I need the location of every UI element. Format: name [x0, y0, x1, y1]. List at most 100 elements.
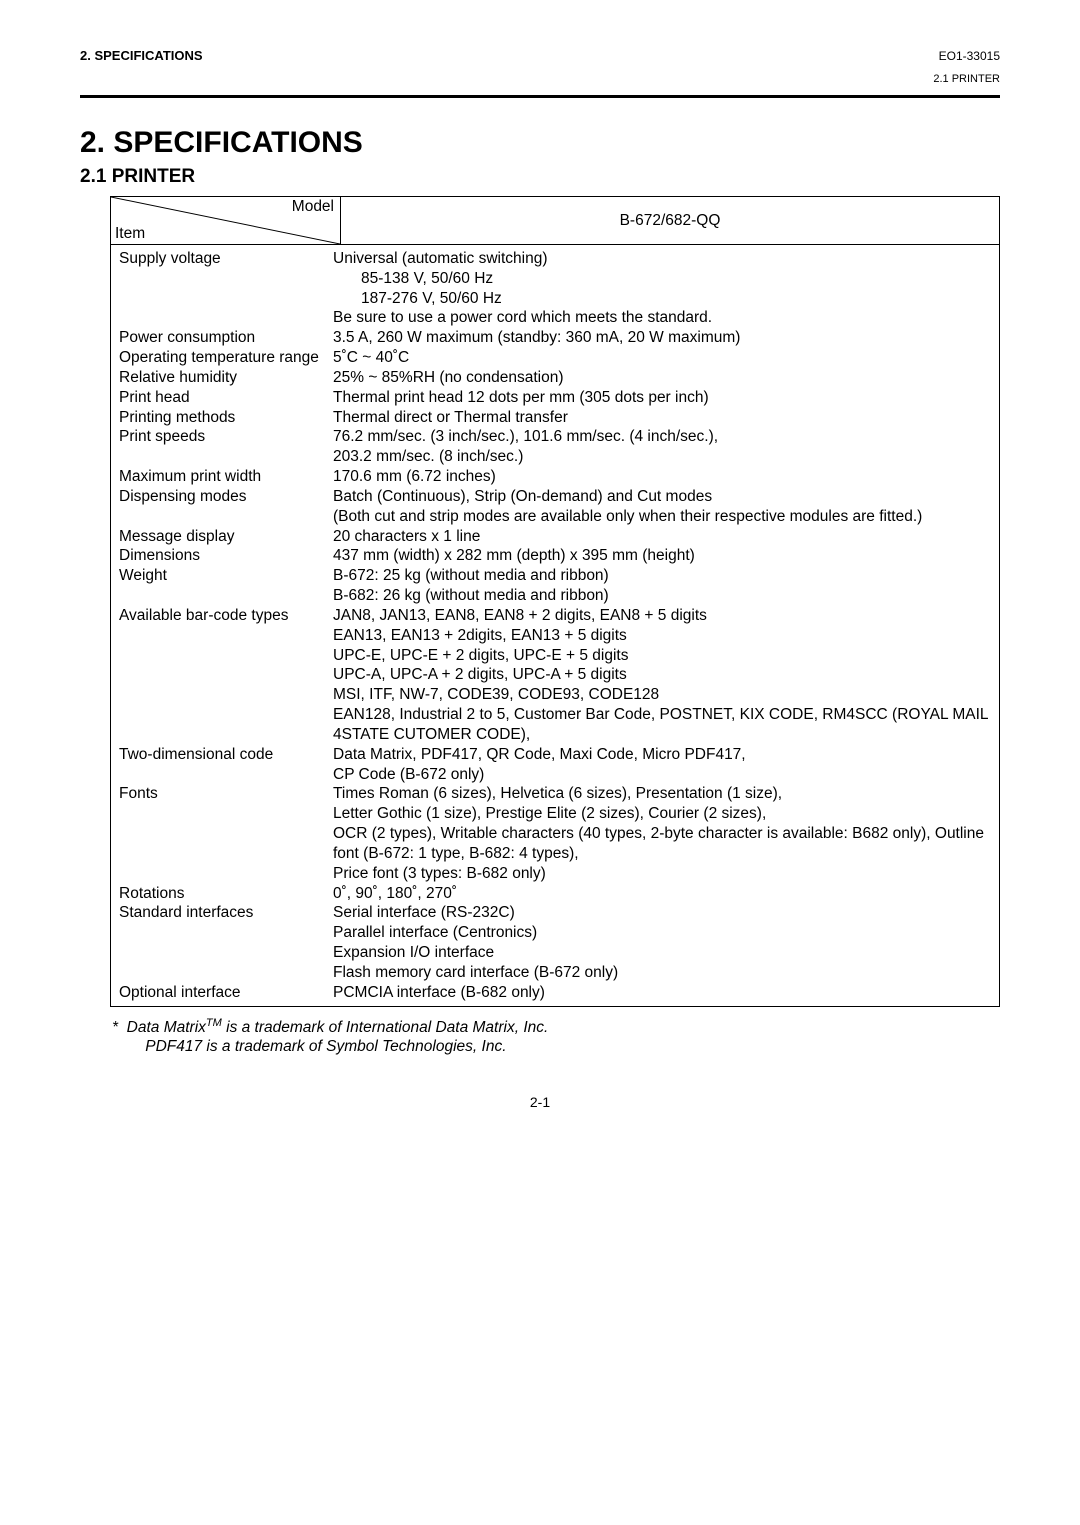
section-subtitle: 2.1 PRINTER — [80, 166, 1000, 188]
spec-row-value: PCMCIA interface (B-682 only) — [333, 983, 991, 1003]
spec-row-label — [119, 308, 333, 328]
spec-row: Two-dimensional codeData Matrix, PDF417,… — [119, 745, 991, 765]
spec-row: Printing methodsThermal direct or Therma… — [119, 408, 991, 428]
spec-row-label — [119, 963, 333, 983]
spec-row-value: Universal (automatic switching) — [333, 249, 991, 269]
spec-row: Dispensing modesBatch (Continuous), Stri… — [119, 487, 991, 507]
spec-row-label: Print head — [119, 388, 333, 408]
spec-row-label: Message display — [119, 527, 333, 547]
spec-row-label — [119, 447, 333, 467]
spec-row-label: Optional interface — [119, 983, 333, 1003]
header-right-top: EO1-33015 — [939, 49, 1000, 63]
spec-row-label: Available bar-code types — [119, 606, 333, 626]
spec-row-label: Maximum print width — [119, 467, 333, 487]
spec-row: CP Code (B-672 only) — [119, 765, 991, 785]
spec-row: Flash memory card interface (B-672 only) — [119, 963, 991, 983]
spec-row: B-682: 26 kg (without media and ribbon) — [119, 586, 991, 606]
spec-row: (Both cut and strip modes are available … — [119, 507, 991, 527]
page-number: 2-1 — [80, 1094, 1000, 1110]
spec-row-value: Thermal direct or Thermal transfer — [333, 408, 991, 428]
spec-row-label: Dimensions — [119, 546, 333, 566]
spec-body-cell: Supply voltageUniversal (automatic switc… — [111, 245, 1000, 1007]
spec-row: Parallel interface (Centronics) — [119, 923, 991, 943]
spec-row-label — [119, 507, 333, 527]
spec-row-label: Power consumption — [119, 328, 333, 348]
spec-row-label — [119, 943, 333, 963]
spec-row: Operating temperature range5˚C ~ 40˚C — [119, 348, 991, 368]
spec-row-value: EAN13, EAN13 + 2digits, EAN13 + 5 digits — [333, 626, 991, 646]
header-right-sub: 2.1 PRINTER — [80, 73, 1000, 85]
spec-row: Relative humidity25% ~ 85%RH (no condens… — [119, 368, 991, 388]
spec-row-value: 0˚, 90˚, 180˚, 270˚ — [333, 884, 991, 904]
spec-row-label: Relative humidity — [119, 368, 333, 388]
diag-header-cell: Model Item — [111, 197, 341, 245]
spec-row-value: Batch (Continuous), Strip (On-demand) an… — [333, 487, 991, 507]
spec-row-label — [119, 586, 333, 606]
diag-item-label: Item — [115, 225, 145, 243]
spec-row: Available bar-code typesJAN8, JAN13, EAN… — [119, 606, 991, 626]
spec-row: Price font (3 types: B-682 only) — [119, 864, 991, 884]
spec-table: Model Item B-672/682-QQ Supply voltageUn… — [110, 196, 1000, 1007]
spec-row: Be sure to use a power cord which meets … — [119, 308, 991, 328]
spec-row: 203.2 mm/sec. (8 inch/sec.) — [119, 447, 991, 467]
spec-row-value: 5˚C ~ 40˚C — [333, 348, 991, 368]
spec-row-label: Operating temperature range — [119, 348, 333, 368]
spec-row: Expansion I/O interface — [119, 943, 991, 963]
spec-row-label: Rotations — [119, 884, 333, 904]
spec-row-value: Expansion I/O interface — [333, 943, 991, 963]
spec-row: EAN13, EAN13 + 2digits, EAN13 + 5 digits — [119, 626, 991, 646]
spec-row-value: Times Roman (6 sizes), Helvetica (6 size… — [333, 784, 991, 804]
spec-row-value: 3.5 A, 260 W maximum (standby: 360 mA, 2… — [333, 328, 991, 348]
spec-row: Optional interfacePCMCIA interface (B-68… — [119, 983, 991, 1003]
spec-row-value: 85-138 V, 50/60 Hz — [333, 269, 991, 289]
spec-row-value: 20 characters x 1 line — [333, 527, 991, 547]
spec-row-value: JAN8, JAN13, EAN8, EAN8 + 2 digits, EAN8… — [333, 606, 991, 626]
model-header: B-672/682-QQ — [341, 197, 1000, 245]
spec-row-label — [119, 824, 333, 864]
spec-row-value: Serial interface (RS-232C) — [333, 903, 991, 923]
spec-row: Power consumption3.5 A, 260 W maximum (s… — [119, 328, 991, 348]
spec-row-value: Price font (3 types: B-682 only) — [333, 864, 991, 884]
spec-row-label — [119, 626, 333, 646]
spec-row-value: Letter Gothic (1 size), Prestige Elite (… — [333, 804, 991, 824]
spec-row: Standard interfacesSerial interface (RS-… — [119, 903, 991, 923]
spec-row-label — [119, 923, 333, 943]
footnote-mark: * — [112, 1020, 118, 1037]
spec-row: 187-276 V, 50/60 Hz — [119, 289, 991, 309]
section-title: 2. SPECIFICATIONS — [80, 126, 1000, 160]
spec-row-value: OCR (2 types), Writable characters (40 t… — [333, 824, 991, 864]
spec-row-label: Weight — [119, 566, 333, 586]
spec-row: Print headThermal print head 12 dots per… — [119, 388, 991, 408]
spec-row-value: EAN128, Industrial 2 to 5, Customer Bar … — [333, 705, 991, 745]
spec-row: Maximum print width170.6 mm (6.72 inches… — [119, 467, 991, 487]
spec-row-value: (Both cut and strip modes are available … — [333, 507, 991, 527]
page: 2. SPECIFICATIONS EO1-33015 2.1 PRINTER … — [0, 0, 1080, 1150]
spec-row: 85-138 V, 50/60 Hz — [119, 269, 991, 289]
footnote-line1b: is a trademark of International Data Mat… — [222, 1020, 549, 1037]
page-header: 2. SPECIFICATIONS EO1-33015 — [80, 48, 1000, 63]
spec-row-value: 76.2 mm/sec. (3 inch/sec.), 101.6 mm/sec… — [333, 427, 991, 447]
header-left: 2. SPECIFICATIONS — [80, 48, 203, 63]
spec-row-label: Fonts — [119, 784, 333, 804]
spec-row-label — [119, 665, 333, 685]
spec-row: MSI, ITF, NW-7, CODE39, CODE93, CODE128 — [119, 685, 991, 705]
spec-row-value: 187-276 V, 50/60 Hz — [333, 289, 991, 309]
spec-row-value: 25% ~ 85%RH (no condensation) — [333, 368, 991, 388]
spec-row-value: UPC-E, UPC-E + 2 digits, UPC-E + 5 digit… — [333, 646, 991, 666]
spec-row: Print speeds76.2 mm/sec. (3 inch/sec.), … — [119, 427, 991, 447]
spec-row-value: 170.6 mm (6.72 inches) — [333, 467, 991, 487]
spec-row-value: CP Code (B-672 only) — [333, 765, 991, 785]
spec-row-value: Be sure to use a power cord which meets … — [333, 308, 991, 328]
spec-row-value: Parallel interface (Centronics) — [333, 923, 991, 943]
spec-row-value: MSI, ITF, NW-7, CODE39, CODE93, CODE128 — [333, 685, 991, 705]
spec-row: Rotations0˚, 90˚, 180˚, 270˚ — [119, 884, 991, 904]
diag-model-label: Model — [292, 198, 334, 216]
spec-row: EAN128, Industrial 2 to 5, Customer Bar … — [119, 705, 991, 745]
spec-row-value: 437 mm (width) x 282 mm (depth) x 395 mm… — [333, 546, 991, 566]
footnote-line2: PDF417 is a trademark of Symbol Technolo… — [145, 1038, 506, 1055]
spec-row-label — [119, 804, 333, 824]
spec-row-label — [119, 864, 333, 884]
spec-row-label — [119, 765, 333, 785]
spec-row-value: UPC-A, UPC-A + 2 digits, UPC-A + 5 digit… — [333, 665, 991, 685]
spec-row: OCR (2 types), Writable characters (40 t… — [119, 824, 991, 864]
